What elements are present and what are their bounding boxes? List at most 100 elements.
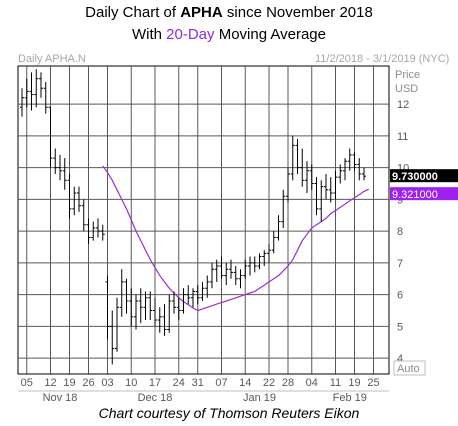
ohlc-bar xyxy=(186,285,191,305)
last-price-box xyxy=(390,169,458,183)
ohlc-bar xyxy=(281,189,286,228)
ohlc-bar xyxy=(167,294,172,333)
ohlc-bar xyxy=(290,135,295,181)
ohlc-bar xyxy=(347,148,352,171)
ohlc-bar xyxy=(233,266,238,286)
ohlc-bar xyxy=(338,164,343,184)
y-tick-label: 9 xyxy=(397,194,403,206)
x-tick-label: 17 xyxy=(149,377,161,389)
ohlc-bar xyxy=(100,224,105,241)
ohlc-bar xyxy=(267,243,271,263)
ohlc-bar xyxy=(276,215,281,241)
x-tick-label: 19 xyxy=(348,377,360,389)
x-month-label: Jan 19 xyxy=(243,392,276,404)
ohlc-bar xyxy=(314,177,319,216)
ohlc-bar xyxy=(119,269,124,317)
axis-unit-price: Price xyxy=(395,69,420,81)
x-tick-label: 31 xyxy=(192,377,204,389)
ohlc-bar xyxy=(205,275,210,298)
chart-title: Daily Chart of APHA since November 2018 xyxy=(0,4,458,21)
ohlc-bar xyxy=(143,291,148,321)
ohlc-bar xyxy=(248,256,252,276)
y-tick-label: 5 xyxy=(397,321,403,333)
ohlc-bar xyxy=(148,291,153,321)
ohlc-bar xyxy=(20,88,24,117)
ohlc-bar xyxy=(262,250,267,267)
ohlc-bar xyxy=(110,310,115,365)
ohlc-bar xyxy=(243,259,248,279)
ohlc-bar xyxy=(328,177,333,203)
ohlc-bar xyxy=(352,151,357,171)
value-labels: 9.730000 9.321000 xyxy=(390,169,458,201)
ohlc-bar xyxy=(62,158,67,190)
subtitle-suffix: Moving Average xyxy=(214,26,326,43)
ohlc-bar xyxy=(48,106,53,168)
x-tick-label: 22 xyxy=(263,377,275,389)
moving-average-line xyxy=(102,165,370,312)
x-tick-label: 19 xyxy=(63,377,75,389)
ohlc-bar xyxy=(157,307,162,333)
subtitle-prefix: With xyxy=(132,26,167,43)
x-tick-label: 05 xyxy=(21,377,33,389)
ticker-symbol: APHA xyxy=(180,4,223,21)
ohlc-bar xyxy=(319,180,324,222)
x-tick-label: 10 xyxy=(125,377,137,389)
ma-value: 9.321000 xyxy=(392,189,438,201)
ohlc-bar xyxy=(181,288,186,314)
ohlc-bar xyxy=(172,291,176,314)
axis-unit-currency: USD xyxy=(395,83,418,95)
ohlc-bar xyxy=(324,173,328,200)
ohlc-bar xyxy=(300,148,305,187)
ohlc-bar xyxy=(176,297,181,321)
title-prefix: Daily Chart of xyxy=(85,4,181,21)
ohlc-bar xyxy=(357,158,362,181)
ohlc-bar xyxy=(81,199,86,232)
x-tick-label: 24 xyxy=(173,377,185,389)
x-tick-label: 25 xyxy=(367,377,379,389)
x-tick-label: 07 xyxy=(215,377,227,389)
ohlc-bar xyxy=(257,253,262,270)
y-tick-label: 12 xyxy=(397,99,409,111)
ohlc-bar xyxy=(286,167,290,203)
x-tick-label: 14 xyxy=(239,377,251,389)
y-tick-label: 7 xyxy=(397,258,403,270)
ohlc-bar xyxy=(105,275,110,340)
ohlc-bar xyxy=(43,81,48,114)
x-tick-label: 03 xyxy=(101,377,113,389)
ma-period-label: 20-Day xyxy=(166,26,215,43)
x-tick-label: 28 xyxy=(282,377,294,389)
x-axis-ticks: 05 12 19 26 03 10 17 24 31 07 14 22 28 04 11 19 25 Nov 18… xyxy=(21,377,380,404)
ohlc-bar xyxy=(96,218,100,238)
ohlc-bar xyxy=(115,297,119,352)
ohlc-bar xyxy=(238,269,243,289)
auto-scale-label: Auto xyxy=(397,363,420,375)
x-month-label: Dec 18 xyxy=(138,392,173,404)
price-bars xyxy=(20,69,366,365)
x-month-label: Feb 19 xyxy=(333,392,367,404)
x-tick-label: 12 xyxy=(44,377,56,389)
symbol-label: Daily APHA.N xyxy=(18,53,86,65)
ohlc-bar xyxy=(39,72,43,98)
chart-subtitle: With 20-Day Moving Average xyxy=(0,26,458,43)
ohlc-bar xyxy=(343,158,347,181)
ohlc-bar xyxy=(252,256,257,273)
ohlc-bar xyxy=(224,262,229,286)
ohlc-bar xyxy=(271,231,276,254)
ohlc-bar xyxy=(29,72,34,111)
ohlc-bar xyxy=(86,218,91,244)
ohlc-bar xyxy=(58,154,62,181)
ohlc-bar xyxy=(24,78,29,108)
x-tick-label: 26 xyxy=(82,377,94,389)
auto-scale-button[interactable] xyxy=(393,360,426,376)
ohlc-bar xyxy=(229,259,233,279)
ohlc-bar xyxy=(134,294,138,330)
credit-line: Chart courtesy of Thomson Reuters Eikon xyxy=(98,405,360,421)
plot-area xyxy=(17,65,390,375)
ma-value-box xyxy=(390,187,458,201)
ohlc-bar xyxy=(53,148,58,174)
date-range-label: 11/2/2018 - 3/1/2019 (NYC) xyxy=(315,53,450,65)
ohlc-bar xyxy=(210,262,214,289)
ohlc-bar xyxy=(129,288,134,327)
